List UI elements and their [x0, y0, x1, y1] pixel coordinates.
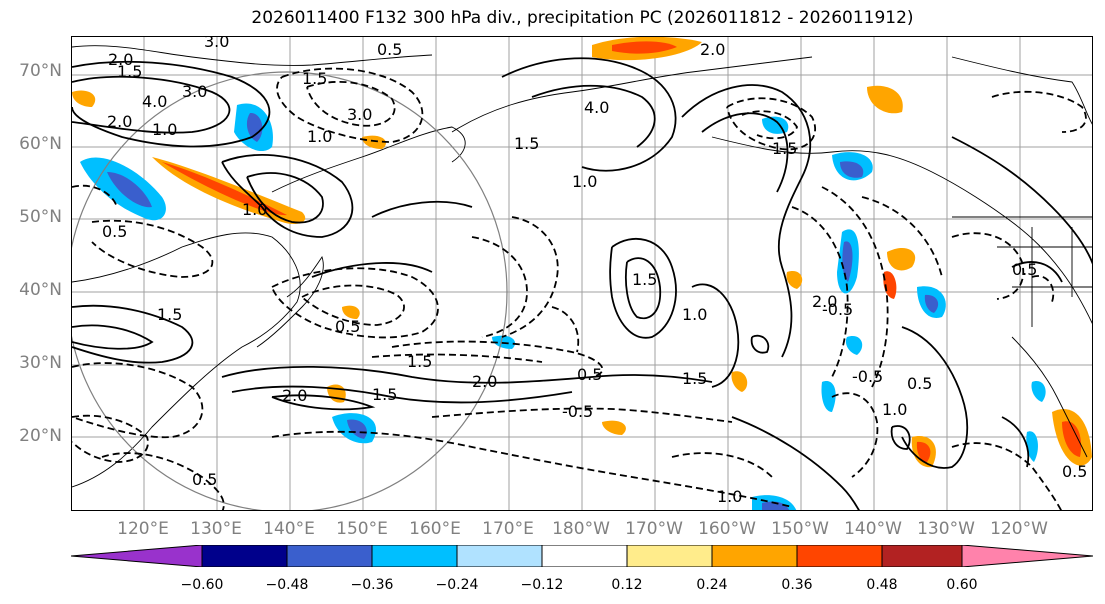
lon-label: 140°W: [844, 519, 902, 539]
lon-label: 130°E: [190, 519, 242, 539]
contour-label: 2.0: [108, 50, 133, 69]
contour-label: 1.0: [242, 200, 267, 219]
contour-label: 2.0: [282, 386, 307, 405]
contour-label: 0.5: [377, 40, 402, 59]
lon-label: 160°W: [698, 519, 756, 539]
contour-label: 1.0: [572, 172, 597, 191]
lon-label: 180°W: [552, 519, 610, 539]
colorbar-segment: [797, 545, 882, 567]
lon-label: 120°E: [117, 519, 169, 539]
contour-label: 1.5: [157, 305, 182, 324]
lon-label: 150°W: [771, 519, 829, 539]
colorbar: [71, 545, 1093, 567]
divergence-contours-negative: [72, 67, 1087, 510]
colorbar-segment: [627, 545, 712, 567]
lon-label: 160°E: [409, 519, 461, 539]
contour-label: 1.5: [772, 139, 797, 158]
colorbar-tick-label: 0.12: [611, 577, 643, 593]
lon-label: 120°W: [990, 519, 1048, 539]
colorbar-tick-label: 0.48: [866, 577, 898, 593]
colorbar-segment: [71, 545, 202, 567]
colorbar-segment: [712, 545, 797, 567]
colorbar-tick-label: 0.36: [781, 577, 813, 593]
contour-label: 0.5: [577, 365, 602, 384]
lat-label: 50°N: [19, 207, 62, 227]
contour-label: 0.5: [335, 317, 360, 336]
colorbar-segment: [372, 545, 457, 567]
lat-label: 40°N: [19, 280, 62, 300]
contour-label: -0.5: [852, 367, 883, 386]
colorbar-tick-label: −0.24: [435, 577, 479, 593]
lon-label: 140°E: [263, 519, 315, 539]
contour-label: 3.0: [182, 82, 207, 101]
contour-label: 1.5: [407, 352, 432, 371]
lat-label: 20°N: [19, 426, 62, 446]
map-panel: 3.0 2.0 0.5 1.5 4.0 3.0 1.0 2.0 1.5 1.0 …: [71, 36, 1093, 511]
contour-label: 4.0: [142, 92, 167, 111]
contour-label: 1.5: [632, 270, 657, 289]
contour-label: 0.5: [907, 374, 932, 393]
colorbar-segment: [202, 545, 287, 567]
contour-label: 1.0: [717, 487, 742, 506]
contour-label: 0.5: [102, 222, 127, 241]
contour-label: 0.5: [192, 470, 217, 489]
contour-label: 1.5: [372, 385, 397, 404]
colorbar-tick-marks: [201, 545, 963, 567]
colorbar-segment: [962, 545, 1093, 567]
contour-label: 4.0: [584, 98, 609, 117]
contour-label: 1.0: [152, 120, 177, 139]
contour-label: 1.5: [117, 62, 142, 81]
colorbar-tick-label: −0.12: [520, 577, 564, 593]
contour-label: 2.0: [812, 292, 837, 311]
lon-label: 130°W: [917, 519, 975, 539]
contour-label: 2.0: [700, 40, 725, 59]
map-title: 2026011400 F132 300 hPa div., precipitat…: [251, 8, 914, 28]
contour-label: 1.0: [882, 400, 907, 419]
radius-circle: [72, 71, 508, 510]
colorbar-segment: [287, 545, 372, 567]
contour-label: 0.5: [1012, 260, 1037, 279]
contour-labels: 3.0 2.0 0.5 1.5 4.0 3.0 1.0 2.0 1.5 1.0 …: [102, 37, 1087, 506]
colorbar-tick-label: 0.24: [696, 577, 728, 593]
map-canvas: 3.0 2.0 0.5 1.5 4.0 3.0 1.0 2.0 1.5 1.0 …: [72, 37, 1092, 510]
divergence-contours-positive: [72, 57, 1092, 510]
lon-label: 150°E: [336, 519, 388, 539]
contour-label: -0.5: [822, 300, 853, 319]
colorbar-segment: [457, 545, 542, 567]
contour-label: 3.0: [204, 37, 229, 51]
lon-label: 170°W: [625, 519, 683, 539]
colorbar-tick-label: 0.60: [946, 577, 978, 593]
contour-label: 0.5: [1062, 462, 1087, 481]
lat-label: 70°N: [19, 61, 62, 81]
contour-label: 1.5: [682, 369, 707, 388]
contour-label: 1.5: [514, 134, 539, 153]
contour-label: 2.0: [107, 112, 132, 131]
lat-label: 60°N: [19, 134, 62, 154]
contour-label: 1.5: [302, 69, 327, 88]
contour-label: 3.0: [347, 105, 372, 124]
colorbar-segment: [542, 545, 627, 567]
graticule: [72, 37, 1092, 510]
colorbar-tick-label: −0.36: [350, 577, 394, 593]
contour-label: 1.0: [307, 127, 332, 146]
contour-label: -0.5: [562, 402, 593, 421]
colorbar-tick-label: −0.60: [180, 577, 224, 593]
colorbar-tick-label: −0.48: [265, 577, 309, 593]
lon-label: 170°E: [482, 519, 534, 539]
colorbar-segment: [882, 545, 967, 567]
contour-label: 1.0: [682, 305, 707, 324]
lat-label: 30°N: [19, 353, 62, 373]
contour-label: 2.0: [472, 372, 497, 391]
